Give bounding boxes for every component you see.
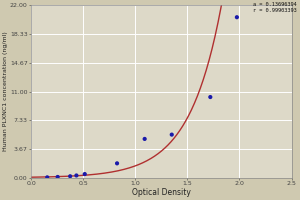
Point: [142, 137, 147, 141]
X-axis label: Optical Density: Optical Density: [132, 188, 191, 197]
Y-axis label: Human PLXNC1 concentration (ng/ml): Human PLXNC1 concentration (ng/ml): [4, 32, 8, 151]
Point: [115, 162, 119, 165]
Point: [82, 172, 87, 176]
Point: [74, 174, 79, 177]
Text: a = 0.13696394
r = 0.99903393: a = 0.13696394 r = 0.99903393: [253, 2, 297, 13]
Point: [55, 175, 60, 179]
Point: [169, 133, 174, 136]
Point: [235, 16, 239, 19]
Point: [68, 175, 73, 178]
Point: [45, 176, 50, 179]
Point: [208, 95, 213, 99]
